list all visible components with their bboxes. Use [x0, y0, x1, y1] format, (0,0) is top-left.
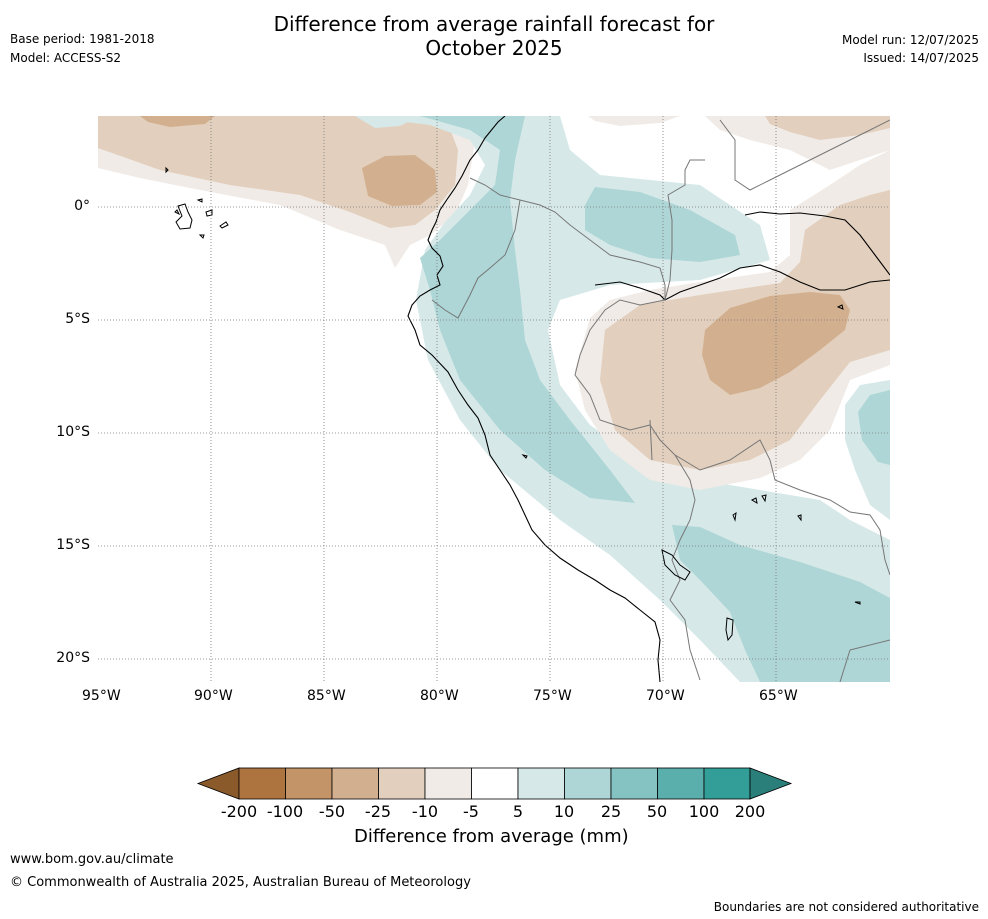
colorbar-tick: 100: [688, 802, 720, 821]
galapagos-islands: [165, 166, 229, 239]
lon-label: 95°W: [82, 688, 121, 704]
lon-label: 65°W: [759, 688, 798, 704]
colorbar-bin: [471, 767, 519, 800]
chart-title: Difference from average rainfall forecas…: [0, 12, 988, 60]
colorbar-tick: 5: [512, 802, 524, 821]
colorbar-bin: [657, 767, 705, 800]
colorbar-tick: 10: [553, 802, 575, 821]
lat-label: 5°S: [65, 311, 90, 327]
base-period-text: Base period: 1981-2018: [10, 32, 155, 46]
wet-anomaly-andes-inner: [420, 116, 635, 503]
dry-anomaly-top-small: [588, 116, 680, 126]
lake-titicaca: [661, 549, 691, 581]
colorbar-bin: [378, 767, 426, 800]
website-url: www.bom.gov.au/climate: [10, 852, 174, 867]
graticule: [98, 116, 890, 682]
title-line-1: Difference from average rainfall forecas…: [273, 12, 715, 36]
dry-anomaly-northwest-inner: [98, 116, 458, 228]
wet-anomaly-east-core: [858, 390, 890, 465]
lat-label: 0°: [74, 198, 90, 214]
colorbar-tick: -100: [266, 802, 304, 821]
colorbar-bin: [610, 767, 658, 800]
colorbar-bin: [285, 767, 333, 800]
lon-label: 70°W: [646, 688, 685, 704]
dry-anomaly-northwest-core: [362, 155, 437, 206]
coastline: [407, 116, 661, 682]
colorbar: [196, 767, 793, 800]
colorbar-tick: 25: [600, 802, 622, 821]
coastline-north: [594, 211, 890, 301]
colorbar-tick: -25: [364, 802, 392, 821]
boundaries-disclaimer: Boundaries are not considered authoritat…: [713, 900, 979, 914]
colorbar-bin: [424, 767, 472, 800]
wet-anomaly-amazon: [585, 187, 740, 262]
colorbar-title: Difference from average (mm): [354, 826, 629, 847]
model-text: Model: ACCESS-S2: [10, 51, 122, 65]
lat-label: 20°S: [56, 650, 90, 666]
colorbar-tick: 200: [734, 802, 766, 821]
dry-anomaly-northeast-core: [765, 116, 890, 140]
lon-label: 90°W: [194, 688, 233, 704]
lon-label: 85°W: [307, 688, 346, 704]
lon-label: 80°W: [420, 688, 459, 704]
colorbar-tick: -200: [220, 802, 258, 821]
lon-label: 75°W: [533, 688, 572, 704]
title-line-2: October 2025: [425, 36, 563, 60]
colorbar-extend-low: [196, 767, 240, 800]
colorbar-extend-high: [749, 767, 793, 800]
model-run-text: Model run: 12/07/2025: [841, 33, 979, 47]
dry-anomaly-northwest-top: [140, 116, 215, 127]
wet-anomaly-top: [355, 116, 420, 128]
lat-label: 15°S: [56, 537, 90, 553]
issued-text: Issued: 14/07/2025: [863, 51, 979, 65]
map-area: [98, 116, 890, 682]
colorbar-tick: -50: [318, 802, 346, 821]
colorbar-bin: [564, 767, 612, 800]
small-lakes: [521, 304, 861, 642]
country-borders: [431, 119, 890, 682]
colorbar-tick: -10: [411, 802, 439, 821]
colorbar-tick: -5: [463, 802, 479, 821]
colorbar-bin: [238, 767, 286, 800]
dry-anomaly-central-core: [702, 292, 850, 395]
colorbar-bin: [331, 767, 379, 800]
lat-label: 10°S: [56, 424, 90, 440]
wet-anomaly-south: [672, 525, 890, 682]
colorbar-tick: 50: [646, 802, 668, 821]
colorbar-bin: [517, 767, 565, 800]
colorbar-bin: [703, 767, 751, 800]
copyright-text: © Commonwealth of Australia 2025, Austra…: [10, 875, 471, 890]
